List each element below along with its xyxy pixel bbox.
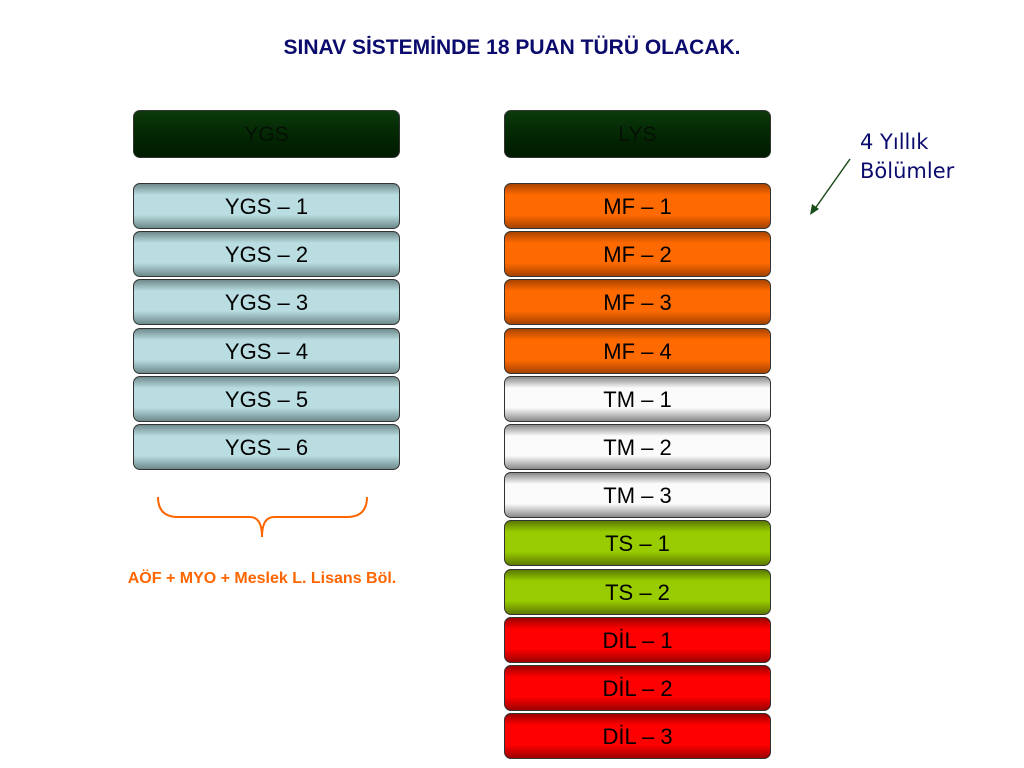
ygs-item: YGS – 6 [133,424,400,470]
curly-brace [157,496,368,538]
lys-item: MF – 1 [504,183,771,229]
lys-item: MF – 3 [504,279,771,326]
ygs-item: YGS – 2 [133,231,400,278]
note-line-2: Bölümler [860,159,955,183]
brace-label: AÖF + MYO + Meslek L. Lisans Böl. [127,570,397,587]
lys-item: DİL – 1 [504,616,771,663]
note-line-1: 4 Yıllık [860,130,929,154]
arrow-icon [810,158,851,215]
lys-item: TS – 1 [504,520,771,567]
four-year-note: 4 Yıllık Bölümler [860,128,954,186]
ygs-item: YGS – 1 [133,183,400,229]
lys-item: MF – 4 [504,327,771,374]
lys-header: LYS [504,110,771,158]
lys-item: TS – 2 [504,568,771,615]
ygs-item: YGS – 5 [133,375,400,422]
ygs-header: YGS [133,110,400,158]
lys-item: TM – 3 [504,472,771,519]
ygs-item: YGS – 4 [133,327,400,374]
lys-item: DİL – 3 [504,713,771,760]
ygs-item: YGS – 3 [133,279,400,326]
page-title: SINAV SİSTEMİNDE 18 PUAN TÜRÜ OLACAK. [283,36,741,59]
lys-item: MF – 2 [504,231,771,278]
lys-item: TM – 2 [504,424,771,470]
lys-item: DİL – 2 [504,665,771,711]
lys-item: TM – 1 [504,375,771,422]
